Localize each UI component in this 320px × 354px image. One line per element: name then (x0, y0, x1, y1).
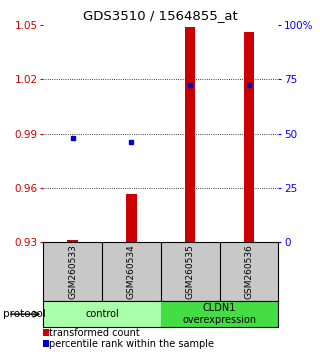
Bar (185, 27, 196, 242)
Text: protocol: protocol (3, 309, 46, 319)
Bar (43, 301, 161, 327)
Bar (161, 301, 278, 327)
Bar (244, 32, 254, 242)
Text: control: control (85, 309, 119, 319)
Text: CLDN1
overexpression: CLDN1 overexpression (182, 303, 257, 325)
Bar (67, 240, 78, 242)
Bar (126, 194, 137, 242)
Text: GSM260535: GSM260535 (186, 244, 195, 299)
Text: transformed count: transformed count (50, 327, 140, 338)
Text: GSM260536: GSM260536 (244, 244, 253, 299)
Text: GDS3510 / 1564855_at: GDS3510 / 1564855_at (83, 9, 237, 22)
Text: GSM260533: GSM260533 (68, 244, 77, 299)
Text: percentile rank within the sample: percentile rank within the sample (50, 339, 214, 349)
Text: GSM260534: GSM260534 (127, 244, 136, 299)
